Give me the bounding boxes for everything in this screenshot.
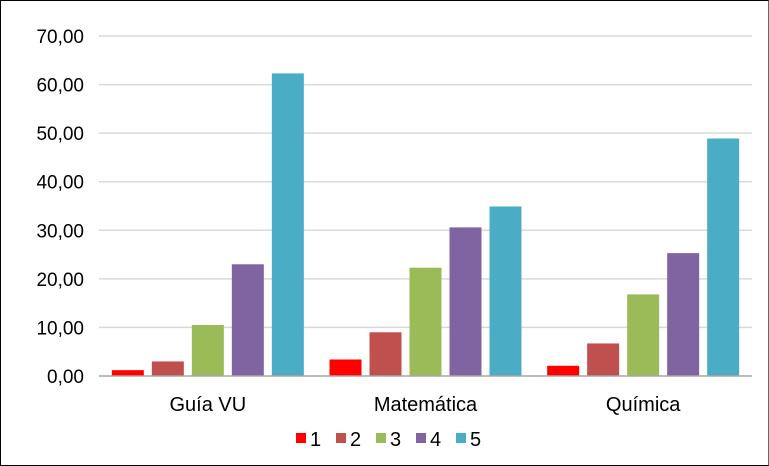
legend-label-1: 1 (310, 429, 321, 451)
legend-label-4: 4 (430, 429, 441, 451)
y-tick-label: 70,00 (36, 27, 84, 48)
bar-química-series-3 (627, 294, 660, 376)
bar-matemática-series-1 (329, 359, 362, 376)
y-tick-label: 40,00 (36, 173, 84, 194)
bar-química-series-2 (587, 343, 620, 376)
bar-guía-vu-series-1 (111, 370, 144, 376)
legend-swatch-2 (336, 433, 346, 443)
y-axis-tick-labels: 0,00 10,00 20,00 30,00 40,00 50,00 60,00 70,00 (36, 27, 84, 388)
bar-matemática-series-4 (449, 227, 482, 376)
bar-matemática-series-3 (409, 267, 442, 376)
y-tick-label: 30,00 (36, 221, 84, 242)
bar-guía-vu-series-2 (151, 361, 184, 376)
y-tick-label: 0,00 (47, 367, 84, 388)
y-tick-label: 20,00 (36, 270, 84, 291)
category-label: Química (606, 394, 681, 416)
y-tick-label: 50,00 (36, 124, 84, 145)
category-label: Matemática (374, 394, 478, 416)
bar-matemática-series-5 (489, 206, 522, 376)
legend-swatch-5 (456, 433, 466, 443)
bar-matemática-series-2 (369, 332, 402, 376)
bar-química-series-1 (547, 365, 580, 376)
category-labels: Guía VU Matemática Química (169, 394, 681, 416)
legend-swatch-4 (416, 433, 426, 443)
legend-swatch-1 (296, 433, 306, 443)
legend-label-3: 3 (390, 429, 401, 451)
bar-química-series-5 (707, 138, 740, 376)
y-tick-label: 10,00 (36, 318, 84, 339)
bars (111, 73, 740, 377)
bar-guía-vu-series-4 (231, 264, 264, 376)
bar-guía-vu-series-5 (271, 73, 304, 377)
category-label: Guía VU (169, 394, 246, 416)
legend: 1 2 3 4 5 (296, 429, 481, 451)
legend-label-5: 5 (470, 429, 481, 451)
bar-química-series-4 (667, 253, 700, 376)
legend-swatch-3 (376, 433, 386, 443)
legend-label-2: 2 (350, 429, 361, 451)
y-tick-label: 60,00 (36, 76, 84, 97)
bar-guía-vu-series-3 (191, 325, 224, 376)
